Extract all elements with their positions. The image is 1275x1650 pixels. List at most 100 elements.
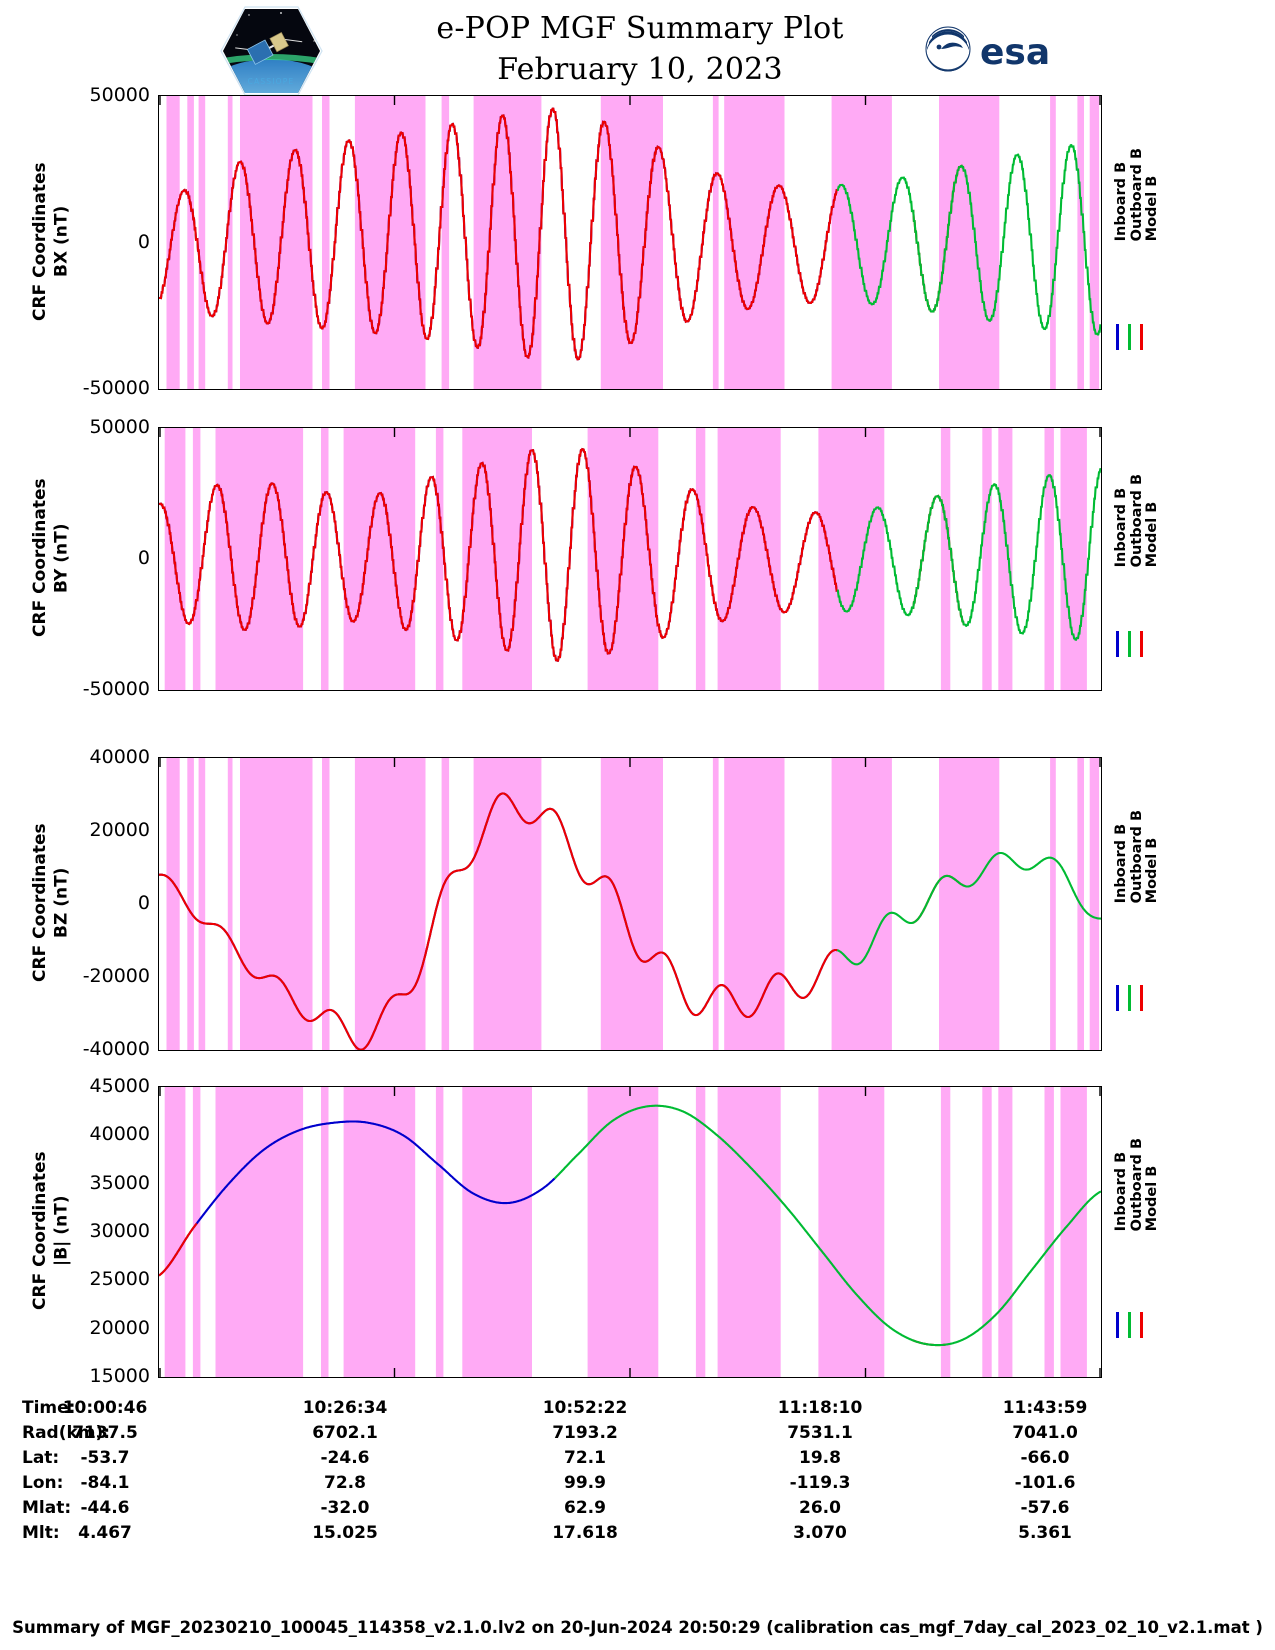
- legend-label-model-b: Model B: [1144, 501, 1160, 568]
- series-line-inboard-b: [159, 1120, 556, 1277]
- table-row: Lon: -84.1 72.8 99.9 -119.3 -101.6: [0, 1473, 1275, 1498]
- y-tick-label: 40000: [89, 1123, 150, 1146]
- series-line-model-b: [159, 447, 838, 662]
- table-cell: 10:00:46: [62, 1398, 148, 1418]
- legend-label-inboard-b: Inboard B: [1113, 823, 1129, 903]
- y-tick-label: -40000: [82, 1038, 150, 1060]
- plot-svg: [159, 428, 1101, 690]
- table-cell: -101.6: [1014, 1473, 1076, 1493]
- legend-keys: [1116, 1312, 1152, 1339]
- table-cell: -44.6: [80, 1498, 130, 1518]
- table-row-label: Lat:: [22, 1448, 60, 1468]
- svg-text:CASSIOPE: CASSIOPE: [248, 77, 295, 86]
- ephemeris-table: Time: 10:00:46 10:26:34 10:52:22 11:18:10 11:…: [0, 1398, 1275, 1548]
- shaded-region: [321, 428, 329, 690]
- y-tick-label: 0: [137, 547, 150, 569]
- y-tick-label: 50000: [89, 416, 150, 438]
- y-tick-label: 30000: [89, 1220, 150, 1242]
- plot-svg: [159, 758, 1101, 1050]
- series-line-outboard-b: [836, 467, 1101, 641]
- shaded-region: [940, 1087, 951, 1377]
- legend-keys: [1116, 631, 1152, 658]
- shaded-region: [1050, 96, 1056, 389]
- plot-svg: [159, 96, 1101, 389]
- shaded-region: [215, 1087, 304, 1377]
- shaded-region: [1089, 758, 1100, 1050]
- shaded-region: [227, 96, 233, 389]
- table-cell: -66.0: [1020, 1448, 1070, 1468]
- shaded-region: [1044, 1087, 1054, 1377]
- shaded-region: [192, 428, 201, 690]
- table-row-label: Mlt:: [22, 1523, 60, 1543]
- shaded-region: [166, 758, 180, 1050]
- table-cell: -84.1: [80, 1473, 130, 1493]
- table-cell: 5.361: [1018, 1523, 1072, 1543]
- shaded-region: [831, 96, 892, 389]
- legend-label-inboard-b: Inboard B: [1113, 1152, 1129, 1232]
- y-tick-label: 50000: [89, 84, 150, 106]
- table-cell: 11:43:59: [1002, 1398, 1088, 1418]
- y-tick-label: 20000: [89, 819, 150, 841]
- shaded-region: [227, 758, 233, 1050]
- esa-logo: esa: [924, 24, 1050, 74]
- table-row: Mlat: -44.6 -32.0 62.9 26.0 -57.6: [0, 1498, 1275, 1523]
- footer-caption: Summary of MGF_20230210_100045_114358_v2…: [12, 1618, 1263, 1637]
- table-cell: 6702.1: [312, 1423, 378, 1443]
- legend-label-outboard-b: Outboard B: [1128, 474, 1145, 568]
- y-tick-label: 0: [137, 892, 150, 914]
- table-cell: 17.618: [552, 1523, 618, 1543]
- y-tick-label: 0: [137, 230, 150, 253]
- shaded-region: [187, 758, 194, 1050]
- table-cell: 10:26:34: [302, 1398, 388, 1418]
- legend-swatch-outboard-b: [1128, 1312, 1131, 1339]
- shaded-region: [695, 428, 706, 690]
- cassiope-logo-svg: CASSIOPE: [220, 6, 323, 96]
- table-cell: 3.070: [793, 1523, 847, 1543]
- shaded-region: [441, 96, 450, 389]
- table-cell: 72.1: [564, 1448, 606, 1468]
- y-tick-label: -50000: [82, 678, 150, 700]
- title-line-1: e-POP MGF Summary Plot: [436, 11, 844, 46]
- cassiope-mission-logo: CASSIOPE: [219, 5, 324, 97]
- legend-label-model-b: Model B: [1144, 1165, 1160, 1232]
- shaded-region: [1089, 96, 1100, 389]
- table-cell: 7041.0: [1012, 1423, 1078, 1443]
- shaded-region: [1077, 96, 1084, 389]
- shaded-region: [982, 428, 992, 690]
- legend-label-outboard-b: Outboard B: [1128, 1138, 1145, 1232]
- table-cell: 19.8: [799, 1448, 841, 1468]
- y-tick-label: 25000: [89, 1268, 150, 1291]
- series-line-model-b: [159, 792, 838, 1050]
- shaded-region: [354, 758, 426, 1050]
- legend-keys: [1116, 323, 1152, 350]
- table-cell: 15.025: [312, 1523, 378, 1543]
- y-tick-label: 40000: [89, 746, 150, 768]
- table-cell: 7531.1: [787, 1423, 853, 1443]
- table-cell: -24.6: [320, 1448, 370, 1468]
- legend-label-inboard-b: Inboard B: [1113, 488, 1129, 568]
- shaded-region: [712, 96, 719, 389]
- plot-area-b[interactable]: [158, 1086, 1102, 1378]
- table-cell: -119.3: [789, 1473, 851, 1493]
- legend-label-model-b: Model B: [1144, 837, 1160, 903]
- shaded-region: [940, 428, 951, 690]
- shaded-region: [712, 758, 719, 1050]
- shaded-region: [1060, 1087, 1087, 1377]
- page-header: CASSIOPE e-POP MGF Summary Plot February…: [0, 0, 1275, 97]
- plot-area-bz[interactable]: [158, 757, 1102, 1051]
- legend-swatch-inboard-b: [1116, 631, 1119, 658]
- shaded-region: [240, 96, 313, 389]
- legend-swatch-inboard-b: [1116, 984, 1119, 1011]
- shaded-region: [473, 758, 542, 1050]
- page-title: e-POP MGF Summary Plot February 10, 2023: [330, 8, 950, 91]
- table-row-label: Lon:: [22, 1473, 64, 1493]
- shaded-region: [600, 758, 663, 1050]
- plot-area-bx[interactable]: [158, 95, 1102, 390]
- table-cell: 72.8: [324, 1473, 366, 1493]
- table-cell: 26.0: [799, 1498, 841, 1518]
- plot-area-by[interactable]: [158, 427, 1102, 691]
- shaded-region: [717, 1087, 781, 1377]
- y-tick-label: 20000: [89, 1316, 150, 1339]
- legend-swatch-outboard-b: [1128, 984, 1131, 1011]
